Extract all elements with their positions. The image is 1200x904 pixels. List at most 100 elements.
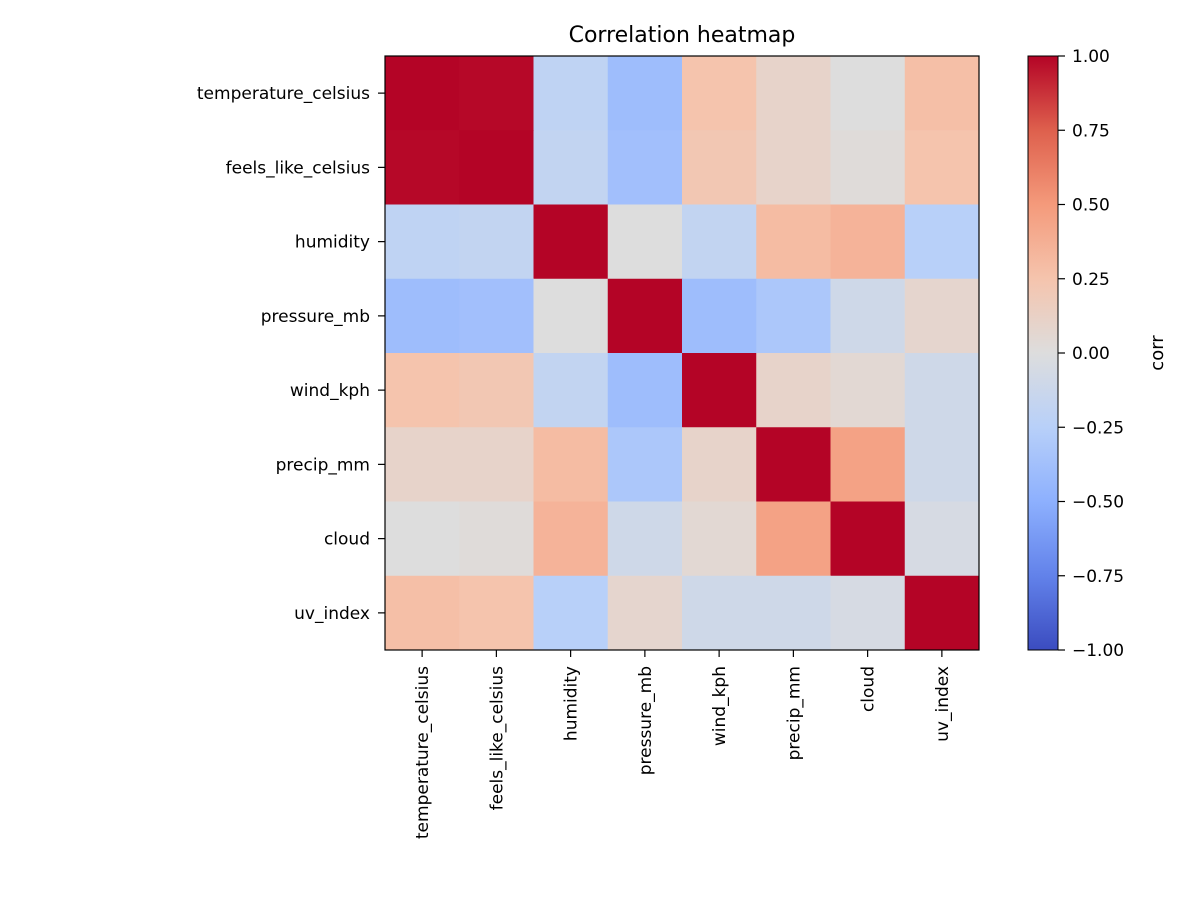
heatmap-cell-pressure_mb-precip_mm xyxy=(756,278,831,354)
y-tick-label: feels_like_celsius xyxy=(226,158,371,178)
heatmap-cell-wind_kph-pressure_mb xyxy=(607,353,683,428)
heatmap-cell-cloud-cloud xyxy=(830,501,906,577)
heatmap-cell-feels_like_celsius-cloud xyxy=(830,130,906,205)
heatmap-cell-temperature_celsius-temperature_celsius xyxy=(385,56,460,131)
plot-frame xyxy=(384,55,980,651)
heatmap-cell-feels_like_celsius-temperature_celsius xyxy=(385,130,460,205)
heatmap-cell-feels_like_celsius-uv_index xyxy=(904,130,980,205)
chart-title: Correlation heatmap xyxy=(569,23,796,48)
heatmap-cell-cloud-precip_mm xyxy=(756,501,831,577)
heatmap-cell-cloud-pressure_mb xyxy=(607,501,683,577)
colorbar-tick-label: −0.50 xyxy=(1072,493,1124,513)
heatmap-cell-temperature_celsius-pressure_mb xyxy=(607,56,683,131)
x-axis: temperature_celsius feels_like_celsius hum… xyxy=(413,650,953,839)
heatmap-cell-precip_mm-cloud xyxy=(830,427,906,502)
colorbar-tick-label: −0.25 xyxy=(1072,418,1124,438)
x-tick-label: temperature_celsius xyxy=(413,666,433,839)
heatmap-cell-cloud-feels_like_celsius xyxy=(459,501,534,577)
heatmap-cell-precip_mm-feels_like_celsius xyxy=(459,427,534,502)
heatmap-cell-uv_index-precip_mm xyxy=(756,575,831,651)
heatmap-cell-wind_kph-precip_mm xyxy=(756,353,831,428)
heatmap-cell-pressure_mb-pressure_mb xyxy=(607,278,683,354)
heatmap-cell-precip_mm-humidity xyxy=(533,427,609,502)
heatmap-cell-cloud-uv_index xyxy=(904,501,980,577)
heatmap-cell-pressure_mb-feels_like_celsius xyxy=(459,278,534,354)
y-tick-label: temperature_celsius xyxy=(197,84,370,104)
heatmap-cell-precip_mm-wind_kph xyxy=(682,427,757,502)
colorbar-tick-label: 0.75 xyxy=(1072,121,1110,141)
colorbar-gradient xyxy=(1027,55,1059,651)
heatmap-cell-uv_index-humidity xyxy=(533,575,609,651)
heatmap-cell-wind_kph-cloud xyxy=(830,353,906,428)
x-tick-label: feels_like_celsius xyxy=(487,666,507,811)
x-tick-label: cloud xyxy=(859,666,879,712)
heatmap-cell-pressure_mb-wind_kph xyxy=(682,278,757,354)
heatmap-cell-precip_mm-uv_index xyxy=(904,427,980,502)
heatmap-cell-pressure_mb-humidity xyxy=(533,278,609,354)
heatmap-cell-feels_like_celsius-humidity xyxy=(533,130,609,205)
y-tick-label: pressure_mb xyxy=(261,307,370,327)
heatmap-cells xyxy=(385,56,980,651)
heatmap-cell-uv_index-feels_like_celsius xyxy=(459,575,534,651)
heatmap-cell-uv_index-uv_index xyxy=(904,575,980,651)
heatmap-cell-temperature_celsius-precip_mm xyxy=(756,56,831,131)
heatmap-cell-uv_index-pressure_mb xyxy=(607,575,683,651)
heatmap-cell-feels_like_celsius-wind_kph xyxy=(682,130,757,205)
y-axis: temperature_celsius feels_like_celsiushum… xyxy=(197,84,385,624)
heatmap-cell-humidity-humidity xyxy=(533,204,609,280)
heatmap-cell-precip_mm-temperature_celsius xyxy=(385,427,460,502)
colorbar-label: corr xyxy=(1147,335,1168,371)
colorbar: 1.00 0.75 0.50 0.25 0.00 −0.25 −0.50 −0.75 −1.00… xyxy=(1027,47,1168,661)
heatmap-cell-temperature_celsius-cloud xyxy=(830,56,906,131)
heatmap-cell-wind_kph-uv_index xyxy=(904,353,980,428)
heatmap-cell-feels_like_celsius-precip_mm xyxy=(756,130,831,205)
y-tick-label: uv_index xyxy=(294,604,370,624)
colorbar-tick-label: 0.50 xyxy=(1072,196,1110,216)
colorbar-ticks: 1.00 0.75 0.50 0.25 0.00 −0.25 −0.50 −0.75 −1.00 xyxy=(1058,47,1124,661)
x-tick-label: uv_index xyxy=(933,666,953,742)
x-tick-label: precip_mm xyxy=(784,666,804,760)
y-tick-label: precip_mm xyxy=(276,455,370,475)
heatmap-cell-humidity-precip_mm xyxy=(756,204,831,280)
heatmap-cell-cloud-temperature_celsius xyxy=(385,501,460,577)
heatmap-cell-precip_mm-precip_mm xyxy=(756,427,831,502)
heatmap-cell-humidity-uv_index xyxy=(904,204,980,280)
heatmap-cell-humidity-cloud xyxy=(830,204,906,280)
colorbar-tick-label: 0.25 xyxy=(1072,270,1110,290)
heatmap-cell-humidity-pressure_mb xyxy=(607,204,683,280)
heatmap-cell-feels_like_celsius-feels_like_celsius xyxy=(459,130,534,205)
x-tick-label: humidity xyxy=(562,666,582,741)
heatmap-cell-temperature_celsius-humidity xyxy=(533,56,609,131)
heatmap-cell-wind_kph-temperature_celsius xyxy=(385,353,460,428)
heatmap-cell-pressure_mb-cloud xyxy=(830,278,906,354)
heatmap-cell-feels_like_celsius-pressure_mb xyxy=(607,130,683,205)
heatmap-cell-humidity-feels_like_celsius xyxy=(459,204,534,280)
heatmap-cell-pressure_mb-temperature_celsius xyxy=(385,278,460,354)
heatmap-cell-wind_kph-wind_kph xyxy=(682,353,757,428)
heatmap-cell-temperature_celsius-wind_kph xyxy=(682,56,757,131)
heatmap-cell-wind_kph-humidity xyxy=(533,353,609,428)
heatmap-cell-uv_index-cloud xyxy=(830,575,906,651)
colorbar-tick-label: 0.00 xyxy=(1072,344,1110,364)
heatmap-cell-uv_index-temperature_celsius xyxy=(385,575,460,651)
y-tick-label: cloud xyxy=(324,530,370,550)
x-tick-label: wind_kph xyxy=(710,666,730,746)
heatmap-cell-precip_mm-pressure_mb xyxy=(607,427,683,502)
heatmap-cell-humidity-wind_kph xyxy=(682,204,757,280)
x-tick-label: pressure_mb xyxy=(636,666,656,775)
heatmap-cell-temperature_celsius-uv_index xyxy=(904,56,980,131)
heatmap-cell-wind_kph-feels_like_celsius xyxy=(459,353,534,428)
heatmap-cell-cloud-wind_kph xyxy=(682,501,757,577)
heatmap-cell-humidity-temperature_celsius xyxy=(385,204,460,280)
heatmap-cell-pressure_mb-uv_index xyxy=(904,278,980,354)
heatmap-cell-temperature_celsius-feels_like_celsius xyxy=(459,56,534,131)
colorbar-tick-label: −1.00 xyxy=(1072,641,1124,661)
colorbar-tick-label: −0.75 xyxy=(1072,567,1124,587)
colorbar-tick-label: 1.00 xyxy=(1072,47,1110,67)
heatmap-cell-uv_index-wind_kph xyxy=(682,575,757,651)
y-tick-label: humidity xyxy=(295,233,370,253)
y-tick-label: wind_kph xyxy=(290,381,370,401)
heatmap-cell-cloud-humidity xyxy=(533,501,609,577)
